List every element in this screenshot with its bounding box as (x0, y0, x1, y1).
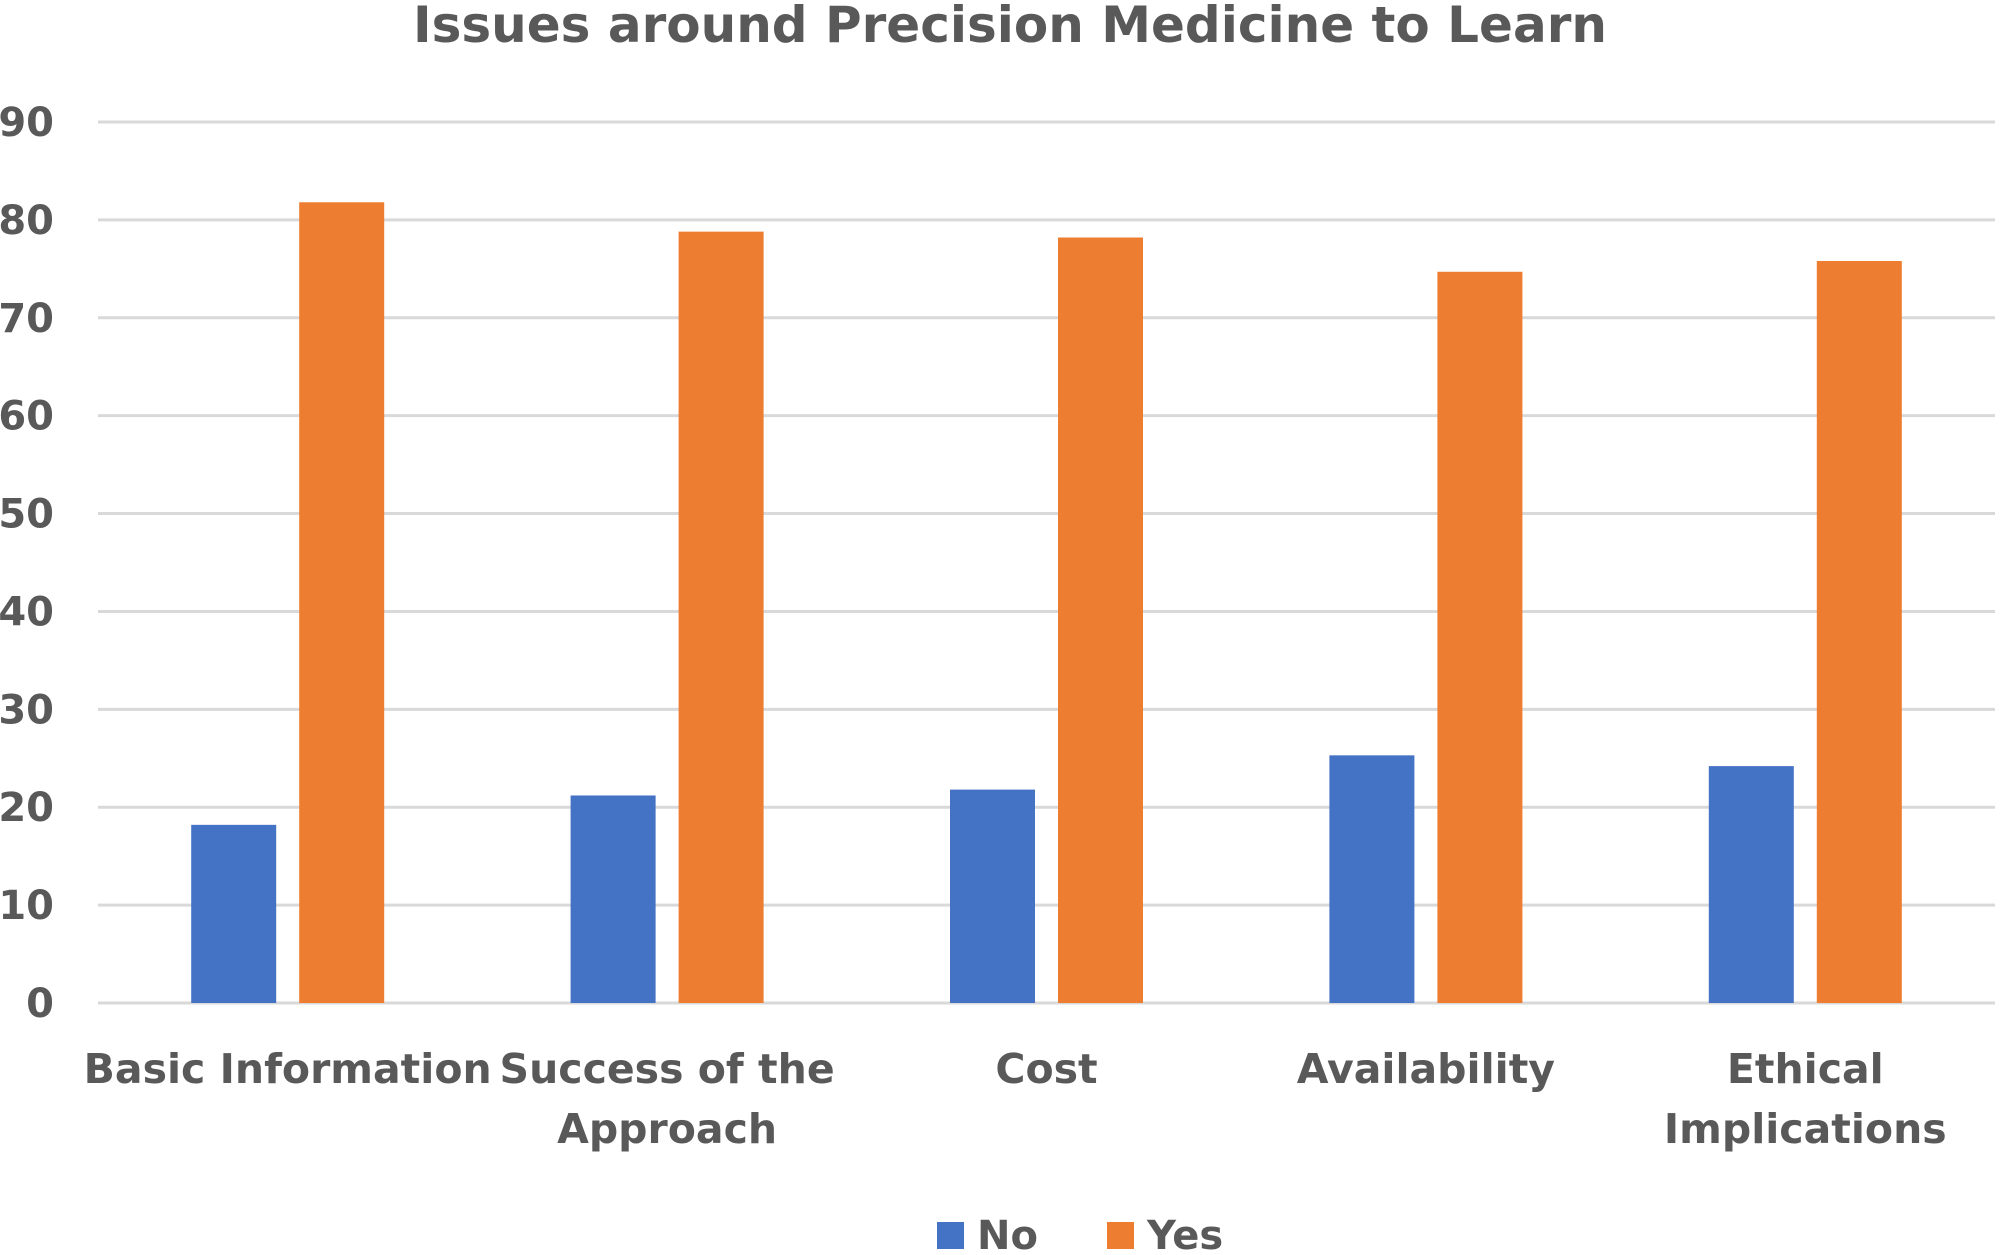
bar-no (1708, 766, 1794, 1003)
legend-label-no: No (977, 1213, 1038, 1255)
legend-swatch-yes (1107, 1222, 1134, 1249)
x-category-label: Cost (995, 1045, 1097, 1093)
y-tick-label: 0 (26, 981, 54, 1027)
y-tick-label: 10 (0, 883, 54, 929)
y-tick-label: 20 (0, 785, 54, 831)
x-category-label: Basic Information (84, 1045, 492, 1093)
y-tick-label: 50 (0, 492, 54, 538)
bar-no (570, 795, 656, 1003)
chart-title: Issues around Precision Medicine to Lear… (413, 0, 1607, 54)
legend-label-yes: Yes (1146, 1213, 1223, 1255)
bar-yes (1437, 271, 1523, 1003)
legend-swatch-no (937, 1222, 964, 1249)
gridlines (98, 120, 1995, 1005)
x-category-label: Success of the Approach (500, 1045, 835, 1153)
y-axis-ticks: 0 10 20 30 40 50 60 70 80 90 (0, 100, 54, 1027)
y-tick-label: 70 (0, 296, 54, 342)
bar-yes (299, 202, 385, 1003)
bar-yes (1058, 237, 1143, 1003)
y-tick-label: 90 (0, 100, 54, 146)
legend: No Yes (937, 1213, 1223, 1255)
y-tick-label: 30 (0, 687, 54, 733)
bar-yes (678, 231, 764, 1003)
bar-yes (1816, 261, 1902, 1004)
bar-no (191, 824, 277, 1003)
y-tick-label: 40 (0, 589, 54, 635)
x-category-label: Availability (1297, 1045, 1555, 1093)
bars (191, 202, 1902, 1004)
y-tick-label: 60 (0, 394, 54, 440)
bar-no (950, 789, 1035, 1003)
y-tick-label: 80 (0, 198, 54, 244)
x-category-label: Ethical Implications (1664, 1045, 1947, 1153)
x-axis-labels: Basic Information Success of the Approach C… (84, 1045, 1947, 1153)
bar-no (1329, 755, 1415, 1003)
